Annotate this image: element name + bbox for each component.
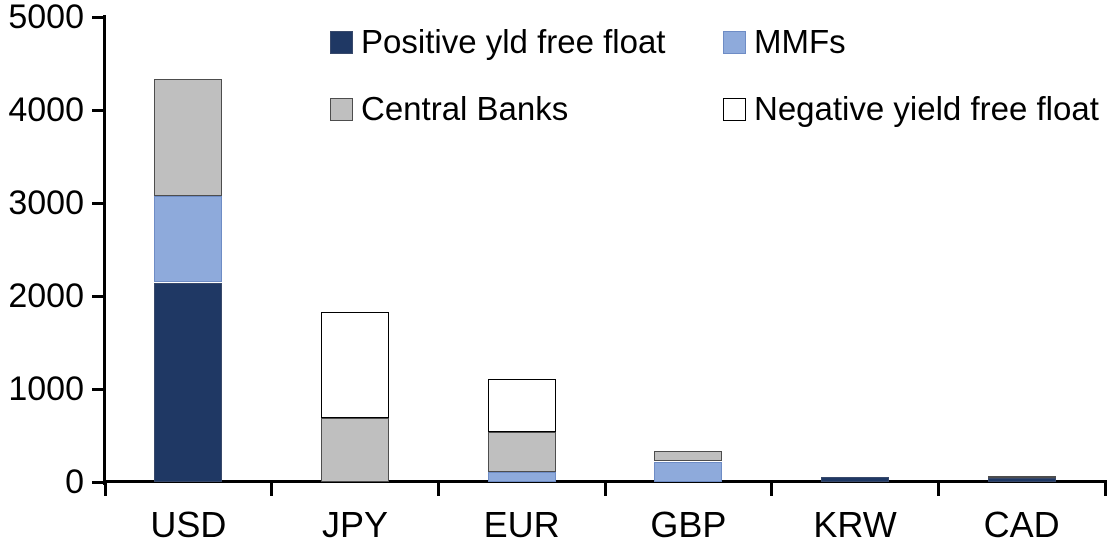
bar-segment-usd-central-banks [154,79,222,196]
bar-segment-cad-positive-yld-free-float [988,478,1056,482]
bar-segment-cad-central-banks [988,476,1056,478]
legend-label: Negative yield free float [754,90,1099,127]
x-axis-tick [1103,481,1107,496]
legend-swatch-negative-yield-free-float [723,97,746,121]
y-axis-tick-label: 1000 [8,370,84,408]
x-axis-category-label: USD [150,504,227,545]
bar-segment-usd-mmfs [154,196,222,282]
x-axis-tick [936,481,940,496]
y-axis-tick [92,387,105,391]
bar-segment-jpy-central-banks [321,418,389,482]
bar-segment-gbp-mmfs [654,462,722,482]
x-axis-tick [103,481,107,496]
bar-segment-eur-negative-yield-free-float [488,379,556,432]
y-axis-tick [92,15,105,19]
legend-swatch-mmfs [723,30,746,54]
x-axis-category-label: GBP [650,504,727,545]
y-axis-tick [92,201,105,205]
x-axis-category-label: JPY [321,504,389,545]
y-axis-tick [92,108,105,112]
y-axis-tick-label: 2000 [8,277,84,315]
legend-label: MMFs [754,23,846,60]
x-axis-category-label: KRW [813,504,897,545]
x-axis-tick [270,481,274,496]
x-axis-category-label: CAD [983,504,1060,545]
x-axis-category-label: EUR [483,504,560,545]
y-axis-tick-label: 4000 [8,91,84,129]
x-axis-tick [770,481,774,496]
x-axis-tick [436,481,440,496]
y-axis-tick-label: 3000 [8,184,84,222]
legend-item-mmfs: MMFs [723,24,846,60]
bar-segment-usd-positive-yld-free-float [154,283,222,482]
legend-item-positive-yld-free-float: Positive yld free float [330,24,665,60]
bar-segment-gbp-central-banks [654,451,722,461]
y-axis-tick-label: 0 [65,463,84,501]
bar-segment-eur-central-banks [488,432,556,472]
legend-swatch-positive-yld-free-float [330,30,353,54]
legend-label: Positive yld free float [361,23,666,60]
y-axis-tick [92,294,105,298]
legend-swatch-central-banks [330,97,353,121]
y-axis-tick-label: 5000 [8,0,84,36]
bar-segment-eur-mmfs [488,472,556,482]
legend-item-central-banks: Central Banks [330,91,568,127]
bar-segment-krw-positive-yld-free-float [821,477,889,482]
x-axis-tick [603,481,607,496]
legend-label: Central Banks [361,90,569,127]
legend-item-negative-yield-free-float: Negative yield free float [723,91,1099,127]
bar-segment-jpy-negative-yield-free-float [321,312,389,418]
y-axis-tick [92,480,105,484]
y-axis [103,15,106,485]
